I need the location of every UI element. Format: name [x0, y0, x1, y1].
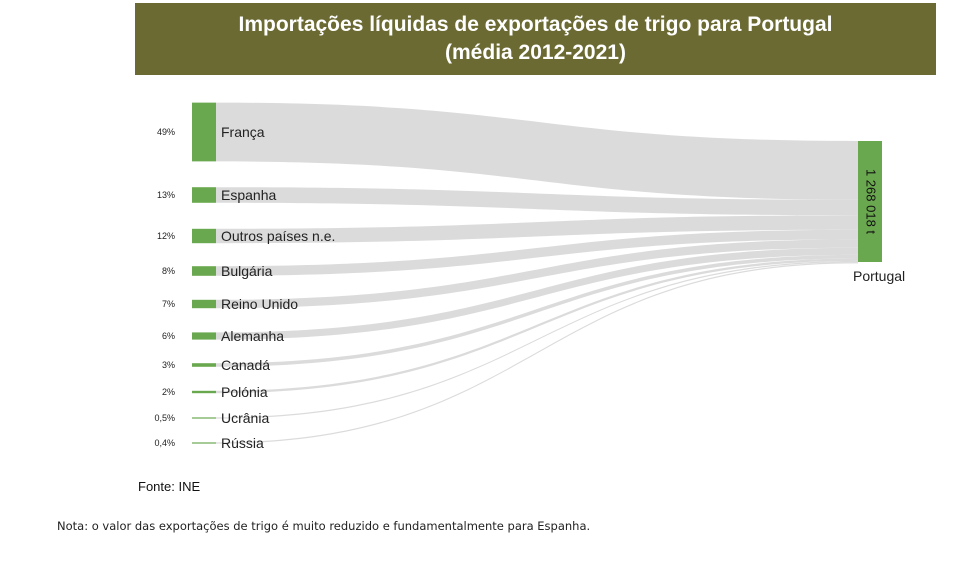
source-name: Rússia — [221, 435, 264, 451]
sankey-link — [216, 239, 858, 309]
source-node — [192, 187, 216, 203]
footnote: Nota: o valor das exportações de trigo é… — [57, 519, 591, 533]
source-node — [192, 299, 216, 309]
sankey-link — [216, 247, 858, 340]
source-node — [192, 442, 216, 444]
source-percent: 12% — [157, 231, 175, 241]
source-name: França — [221, 124, 265, 140]
source-name: Reino Unido — [221, 296, 298, 312]
source-percent: 6% — [162, 331, 175, 341]
source-percent: 7% — [162, 299, 175, 309]
sankey-links — [216, 102, 858, 444]
source-name: Ucrânia — [221, 410, 269, 426]
source-percent: 8% — [162, 266, 175, 276]
source-name: Espanha — [221, 187, 276, 203]
chart-subtitle: (média 2012-2021) — [445, 41, 626, 64]
target-value: 1 268 018 t — [864, 169, 879, 234]
sankey-link — [216, 187, 858, 216]
source-node — [192, 390, 216, 394]
source-percent: 49% — [157, 127, 175, 137]
source-node — [192, 266, 216, 276]
source-label: Fonte: INE — [138, 479, 201, 494]
target-name: Portugal — [853, 268, 905, 284]
chart-title: Importações líquidas de exportações de t… — [238, 13, 833, 36]
source-percent: 3% — [162, 360, 175, 370]
sankey-link — [216, 229, 858, 276]
sankey-nodes — [192, 102, 882, 444]
source-node — [192, 332, 216, 340]
source-node — [192, 363, 216, 367]
source-name: Bulgária — [221, 263, 273, 279]
sankey-link — [216, 262, 858, 444]
source-percent: 13% — [157, 190, 175, 200]
source-name: Alemanha — [221, 328, 284, 344]
sankey-link — [216, 215, 858, 244]
sankey-link — [216, 258, 858, 394]
source-percent: 2% — [162, 387, 175, 397]
chart-title-banner: Importações líquidas de exportações de t… — [135, 3, 936, 75]
target-node — [858, 141, 882, 262]
source-name: Polónia — [221, 384, 268, 400]
source-node — [192, 102, 216, 162]
source-name: Outros países n.e. — [221, 228, 335, 244]
sankey-link — [216, 260, 858, 419]
source-percent: 0,5% — [154, 413, 175, 423]
sankey-labels: 49% França 13% Espanha 12% Outros países n.e.… — [154, 124, 905, 451]
source-node — [192, 417, 216, 419]
source-node — [192, 228, 216, 244]
sankey-link — [216, 254, 858, 367]
sankey-link — [216, 102, 858, 200]
source-percent: 0,4% — [154, 438, 175, 448]
source-name: Canadá — [221, 357, 270, 373]
